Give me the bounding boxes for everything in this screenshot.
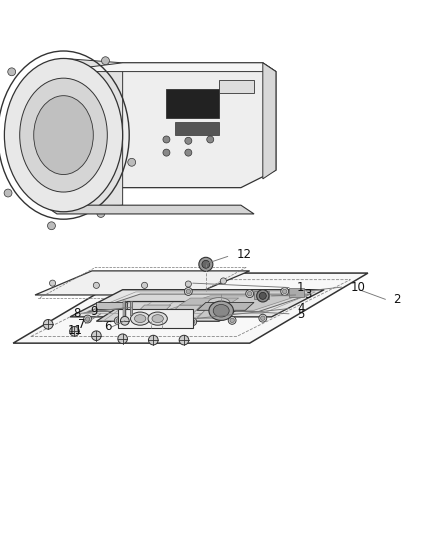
Polygon shape bbox=[197, 305, 237, 318]
Circle shape bbox=[147, 319, 151, 324]
Polygon shape bbox=[289, 288, 304, 297]
Polygon shape bbox=[166, 305, 201, 318]
Circle shape bbox=[247, 292, 252, 296]
Circle shape bbox=[116, 319, 120, 323]
Ellipse shape bbox=[152, 314, 163, 322]
Text: 8: 8 bbox=[73, 308, 81, 320]
Circle shape bbox=[199, 257, 213, 271]
Circle shape bbox=[93, 282, 99, 288]
Circle shape bbox=[163, 149, 170, 156]
Circle shape bbox=[246, 290, 254, 297]
Polygon shape bbox=[263, 63, 276, 179]
Ellipse shape bbox=[34, 96, 93, 174]
Polygon shape bbox=[96, 302, 127, 310]
Text: 6: 6 bbox=[104, 320, 111, 334]
Circle shape bbox=[259, 314, 267, 322]
Circle shape bbox=[163, 136, 170, 143]
Text: 7: 7 bbox=[78, 318, 85, 331]
Circle shape bbox=[283, 289, 287, 294]
Ellipse shape bbox=[148, 312, 167, 325]
Circle shape bbox=[220, 278, 226, 284]
Polygon shape bbox=[64, 59, 123, 212]
Circle shape bbox=[185, 138, 192, 144]
Circle shape bbox=[85, 317, 90, 321]
Circle shape bbox=[185, 149, 192, 156]
Circle shape bbox=[202, 260, 210, 268]
Polygon shape bbox=[35, 271, 250, 295]
Bar bbox=[118, 310, 193, 328]
Circle shape bbox=[281, 287, 289, 295]
Circle shape bbox=[128, 158, 136, 166]
Text: 4: 4 bbox=[297, 302, 304, 315]
Ellipse shape bbox=[134, 314, 146, 322]
Circle shape bbox=[145, 318, 153, 326]
Polygon shape bbox=[88, 294, 311, 312]
Ellipse shape bbox=[213, 304, 229, 317]
Polygon shape bbox=[131, 305, 171, 318]
Circle shape bbox=[49, 280, 56, 286]
Circle shape bbox=[261, 316, 265, 320]
Polygon shape bbox=[175, 122, 219, 135]
Circle shape bbox=[118, 334, 127, 344]
Polygon shape bbox=[79, 63, 276, 188]
Text: 10: 10 bbox=[350, 281, 365, 294]
Circle shape bbox=[230, 318, 234, 322]
Circle shape bbox=[43, 319, 53, 329]
Circle shape bbox=[102, 56, 110, 64]
Text: 5: 5 bbox=[297, 308, 304, 321]
Circle shape bbox=[259, 292, 266, 300]
Ellipse shape bbox=[209, 301, 233, 320]
Circle shape bbox=[97, 209, 105, 217]
Circle shape bbox=[148, 335, 158, 345]
Circle shape bbox=[179, 335, 189, 345]
Circle shape bbox=[84, 315, 92, 323]
Circle shape bbox=[4, 189, 12, 197]
Circle shape bbox=[207, 136, 214, 143]
Circle shape bbox=[186, 289, 191, 294]
Polygon shape bbox=[88, 63, 276, 71]
Text: 11: 11 bbox=[68, 325, 83, 337]
Ellipse shape bbox=[131, 312, 150, 325]
Polygon shape bbox=[70, 290, 324, 317]
Circle shape bbox=[120, 317, 129, 325]
Polygon shape bbox=[254, 290, 269, 300]
Circle shape bbox=[141, 282, 148, 288]
Text: 3: 3 bbox=[304, 288, 311, 302]
Polygon shape bbox=[96, 302, 250, 321]
Polygon shape bbox=[180, 298, 217, 305]
Text: 2: 2 bbox=[393, 293, 401, 306]
Ellipse shape bbox=[20, 78, 107, 192]
Ellipse shape bbox=[208, 297, 230, 308]
Polygon shape bbox=[219, 80, 254, 93]
Polygon shape bbox=[13, 273, 368, 343]
Ellipse shape bbox=[4, 59, 123, 212]
Circle shape bbox=[114, 317, 122, 325]
Circle shape bbox=[48, 222, 56, 230]
Text: 12: 12 bbox=[237, 248, 251, 261]
Circle shape bbox=[184, 287, 192, 295]
Polygon shape bbox=[166, 89, 219, 118]
Polygon shape bbox=[197, 302, 254, 310]
Text: 9: 9 bbox=[90, 305, 97, 318]
Text: 1: 1 bbox=[297, 281, 304, 294]
Polygon shape bbox=[44, 205, 254, 214]
Circle shape bbox=[257, 290, 269, 302]
Circle shape bbox=[70, 327, 79, 336]
Circle shape bbox=[191, 319, 195, 324]
Polygon shape bbox=[166, 296, 298, 310]
Circle shape bbox=[92, 331, 101, 341]
Circle shape bbox=[185, 281, 191, 287]
Circle shape bbox=[189, 318, 197, 326]
Circle shape bbox=[8, 68, 16, 76]
Polygon shape bbox=[210, 298, 239, 305]
Circle shape bbox=[228, 317, 236, 324]
